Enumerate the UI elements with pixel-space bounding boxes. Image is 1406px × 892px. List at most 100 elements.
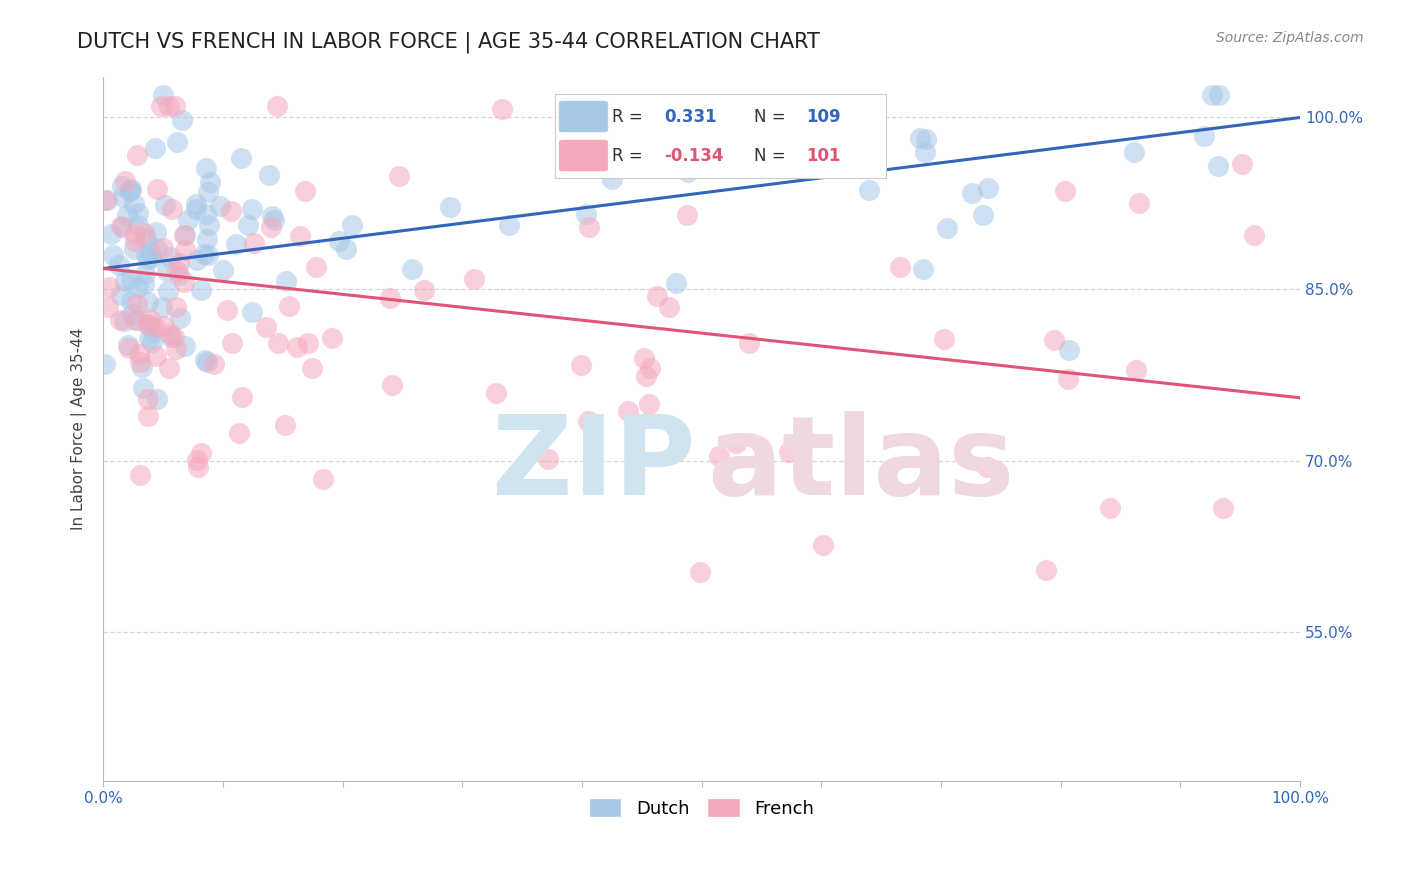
Point xyxy=(166,135,188,149)
Point xyxy=(145,225,167,239)
Point xyxy=(162,202,184,216)
Text: R =: R = xyxy=(612,146,648,164)
Point xyxy=(976,460,998,475)
Point xyxy=(120,184,142,198)
Point xyxy=(160,330,183,344)
Point xyxy=(813,538,835,552)
Point xyxy=(174,227,197,242)
Point xyxy=(114,274,136,288)
Point xyxy=(645,288,668,302)
Point xyxy=(120,183,142,197)
Point xyxy=(638,397,661,411)
Point xyxy=(198,218,221,232)
Point xyxy=(1128,195,1150,210)
Point xyxy=(578,219,600,234)
Point xyxy=(176,212,198,227)
Point xyxy=(157,361,180,376)
Point xyxy=(94,193,117,207)
Point xyxy=(1212,501,1234,516)
Point xyxy=(1054,184,1077,198)
Point xyxy=(125,148,148,162)
Point xyxy=(274,274,297,288)
Point xyxy=(1208,87,1230,102)
Point xyxy=(155,198,177,212)
Point xyxy=(138,409,160,423)
Point xyxy=(135,231,157,245)
Point xyxy=(167,268,190,282)
Text: DUTCH VS FRENCH IN LABOR FORCE | AGE 35-44 CORRELATION CHART: DUTCH VS FRENCH IN LABOR FORCE | AGE 35-… xyxy=(77,31,820,53)
Point xyxy=(977,181,1000,195)
Y-axis label: In Labor Force | Age 35-44: In Labor Force | Age 35-44 xyxy=(72,328,87,531)
Point xyxy=(190,283,212,297)
Point xyxy=(187,459,209,474)
Point xyxy=(463,272,485,286)
Point xyxy=(124,234,146,248)
Point xyxy=(1201,87,1223,102)
Point xyxy=(131,359,153,374)
Point xyxy=(94,357,117,371)
Point xyxy=(378,291,401,305)
Point xyxy=(576,414,599,428)
Point xyxy=(914,132,936,146)
Point xyxy=(1230,157,1253,171)
Point xyxy=(328,235,350,249)
Point xyxy=(600,172,623,186)
Point xyxy=(174,338,197,352)
Point xyxy=(120,294,142,309)
Point xyxy=(195,161,218,175)
Point xyxy=(707,449,730,463)
Point xyxy=(266,99,288,113)
Point xyxy=(157,285,180,299)
Point xyxy=(242,305,264,319)
Point xyxy=(152,87,174,102)
Point xyxy=(120,181,142,195)
Point xyxy=(162,330,184,344)
Point xyxy=(166,263,188,277)
Point xyxy=(132,381,155,395)
Point xyxy=(145,140,167,154)
Point xyxy=(301,360,323,375)
Point xyxy=(146,182,169,196)
Point xyxy=(484,386,506,401)
Point xyxy=(100,227,122,241)
Point xyxy=(889,260,911,275)
Text: N =: N = xyxy=(754,146,790,164)
Point xyxy=(97,300,120,314)
Point xyxy=(311,472,333,486)
Point xyxy=(724,436,747,450)
Point xyxy=(388,169,411,183)
Point xyxy=(145,349,167,363)
Point xyxy=(575,207,598,221)
Point xyxy=(124,197,146,211)
Point xyxy=(139,244,162,258)
Point xyxy=(231,391,253,405)
Point xyxy=(195,207,218,221)
Point xyxy=(236,218,259,232)
Point xyxy=(127,313,149,327)
Point xyxy=(128,467,150,482)
Point xyxy=(335,242,357,256)
Point xyxy=(152,241,174,255)
Text: N =: N = xyxy=(754,108,790,126)
Point xyxy=(1125,363,1147,377)
Point xyxy=(198,176,221,190)
Point xyxy=(274,418,297,433)
Point xyxy=(225,237,247,252)
Point xyxy=(149,99,172,113)
Point xyxy=(186,253,208,268)
Point xyxy=(117,209,139,223)
Point xyxy=(159,327,181,342)
Point xyxy=(97,280,120,294)
Point xyxy=(150,300,173,314)
Point xyxy=(342,219,364,233)
Point xyxy=(195,232,218,246)
Point xyxy=(288,229,311,244)
Point xyxy=(228,426,250,441)
Point xyxy=(138,332,160,346)
Point xyxy=(305,260,328,275)
Point xyxy=(707,135,730,149)
Point xyxy=(142,325,165,339)
Point xyxy=(858,183,880,197)
Point xyxy=(537,452,560,467)
Point xyxy=(110,219,132,233)
